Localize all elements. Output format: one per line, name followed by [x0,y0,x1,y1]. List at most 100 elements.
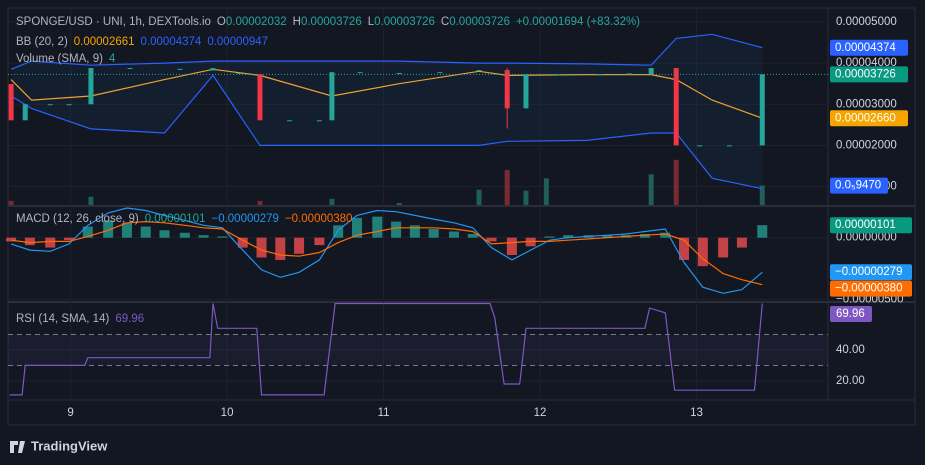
candle-body [177,68,183,70]
histogram-bar [140,226,151,238]
volume-bar [543,178,549,205]
histogram-bar [525,237,536,247]
candle-body [726,145,732,147]
volume-bar [396,202,402,205]
y-tick-label: 20.00 [836,375,865,387]
macd-value: −0.00000279 [211,213,278,225]
ohlc-value: 0.00003726 [374,16,435,28]
histogram-bar [103,220,114,238]
x-tick-label: 13 [690,407,703,419]
price-label-box [830,110,908,127]
histogram-bar [391,221,402,238]
histogram-bar [639,233,650,238]
rsi-label: 69.96 [836,308,865,320]
macd-value: −0.00000380 [285,213,352,225]
histogram-bar [660,232,671,238]
volume-name: Volume (SMA, 9) [16,53,103,65]
frame [7,7,916,426]
histogram-bar [294,237,305,254]
bb-legend: BB (20, 2) 0.00002661 0.00004374 0.00000947 [16,36,268,48]
bb-basis [10,68,763,119]
histogram-bar [237,237,248,248]
histogram-bar [24,237,35,246]
macd-legend: MACD (12, 26, close, 9) 0.00000101 −0.0000… [16,213,352,225]
price-label-box [830,66,908,83]
histogram-bar [448,231,459,238]
macd-label: 0.00000101 [835,219,896,231]
macd-label-box [830,217,912,234]
macd-label-box [830,264,912,281]
candle-body [237,72,243,74]
ohlc-value: 0.00003726 [449,16,510,28]
histogram-bar [121,222,132,238]
candle-body [523,74,529,109]
ohlc-key: O [217,16,226,28]
macd-value: 0.00000101 [145,213,206,225]
y-tick-label: 0.00004000 [836,57,897,69]
histogram-bar [718,237,729,258]
header: SPONGE/USD · UNI, 1h, DEXTools.io O 0.0000… [16,16,640,28]
candle-body [673,68,679,146]
volume-bar [257,200,263,205]
macd-name: MACD (12, 26, close, 9) [16,213,139,225]
histogram-bar [217,236,228,238]
rsi-band [8,334,828,366]
y-tick-label: 40.00 [836,344,865,356]
bb-lower [10,74,763,190]
price-label-box [830,39,908,56]
candle-body [47,104,53,106]
volume-value: 4 [109,53,116,65]
rsi-label-box [830,306,872,322]
candle-body [437,72,443,74]
histogram-bar [333,225,344,238]
volume-bar [88,196,94,205]
bb-value: 0.00000947 [207,36,268,48]
ohlc-value: 0.00003726 [301,16,362,28]
x-tick-label: 12 [534,407,547,419]
candle-body [648,68,654,75]
volume-bar [504,170,510,205]
ohlc-key: H [293,16,301,28]
candle-body [504,70,510,109]
bb-value: 0.00002661 [74,36,135,48]
candle-body [257,74,263,121]
candle-body [329,72,335,121]
macd-label-box [830,280,912,297]
candle-body [22,104,28,121]
histogram-bar [602,235,613,238]
candle-body [210,68,216,71]
candle-body [287,120,293,122]
histogram-bar [428,229,439,238]
volume-bar [648,174,654,205]
symbol: SPONGE/USD · UNI, 1h, DEXTools.io [16,16,211,28]
volume-legend: Volume (SMA, 9) 4 [16,53,116,65]
y-tick-label: 0.00005000 [836,16,897,28]
histogram-bar [6,237,17,242]
candle-body [66,104,72,106]
price-label: 0.00003726 [835,68,896,80]
histogram-bar [467,233,478,238]
change: +0.00001694 (+83.32%) [516,16,640,28]
x-tick-label: 9 [67,407,73,419]
volume-bar [476,189,482,205]
histogram-bar [179,232,190,238]
macd-signal [11,220,763,286]
volume-bar [523,190,529,205]
price-label: 0.00002660 [835,112,896,124]
candle-body [357,72,363,74]
y-tick-label: 0.00003000 [836,98,897,110]
candle-body [556,74,562,76]
histogram-bar [275,237,286,260]
y-tick-label: 0.00002000 [836,139,897,151]
ohlc-key: L [368,16,375,28]
histogram-bar [697,237,708,267]
candle-body [127,68,133,70]
brand-logo [10,441,25,453]
histogram-bar [45,237,56,248]
rsi-value: 69.96 [115,313,144,325]
candle-body [88,68,94,105]
histogram-bar [198,235,209,238]
histogram-bar [486,237,497,242]
